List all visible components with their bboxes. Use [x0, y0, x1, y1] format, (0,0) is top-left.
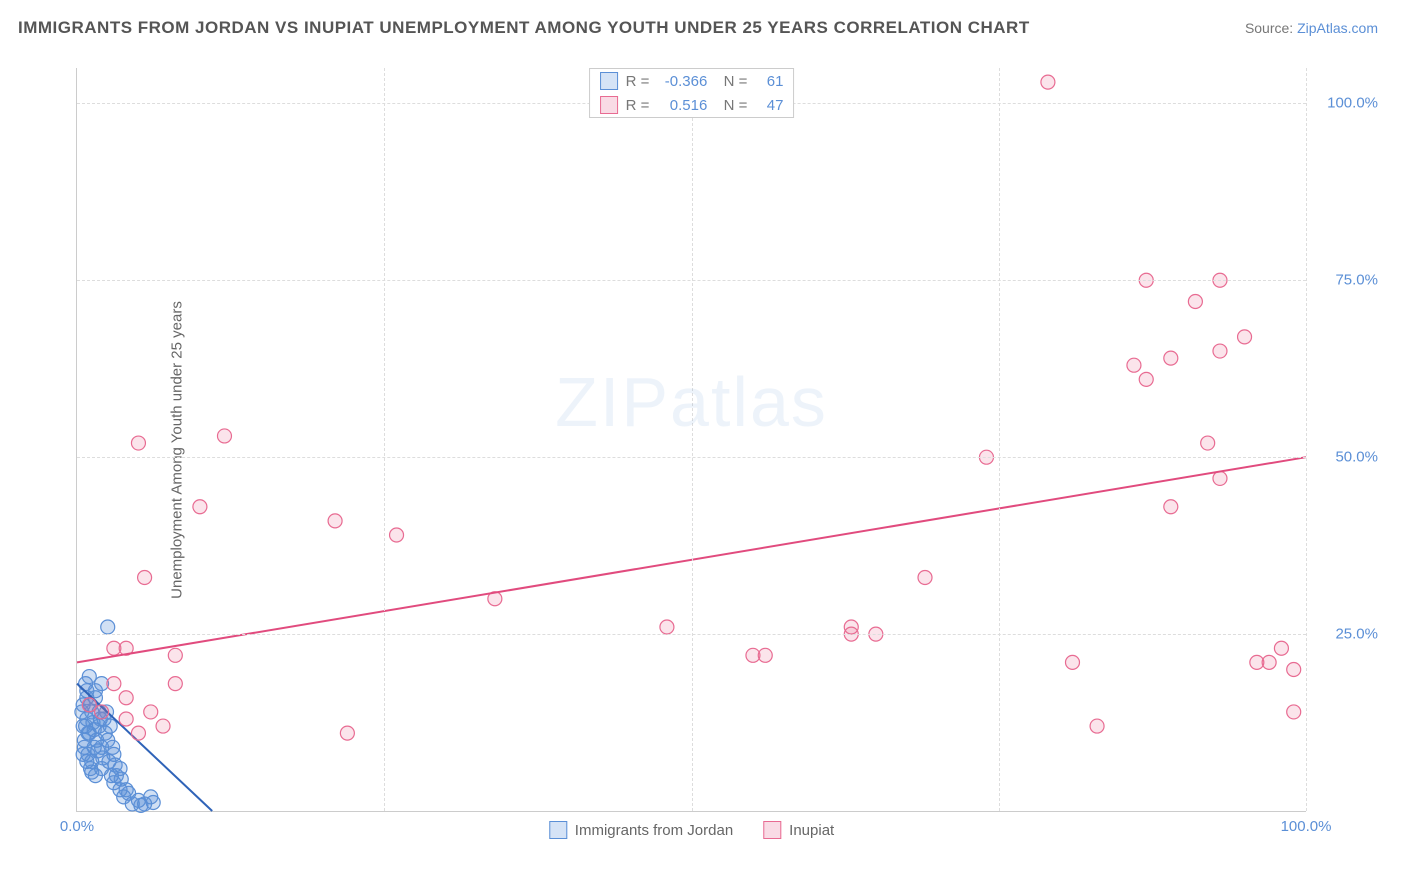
- scatter-point: [660, 620, 674, 634]
- source-label: Source:: [1245, 20, 1293, 36]
- scatter-point: [131, 726, 145, 740]
- scatter-point: [1164, 351, 1178, 365]
- scatter-point: [1127, 358, 1141, 372]
- scatter-point: [340, 726, 354, 740]
- legend-swatch: [763, 821, 781, 839]
- vgridline: [1306, 68, 1307, 811]
- scatter-point: [168, 677, 182, 691]
- legend-swatch: [600, 96, 618, 114]
- x-tick-100: 100.0%: [1281, 818, 1332, 835]
- scatter-point: [82, 698, 96, 712]
- scatter-point: [122, 786, 136, 800]
- legend-series-item: Inupiat: [763, 821, 834, 839]
- vgridline: [384, 68, 385, 811]
- legend-n-label: N =: [715, 97, 747, 114]
- scatter-point: [1201, 436, 1215, 450]
- legend-swatch: [549, 821, 567, 839]
- legend-n-value: 47: [755, 97, 783, 114]
- scatter-point: [91, 744, 105, 758]
- scatter-point: [119, 691, 133, 705]
- legend-n-label: N =: [715, 73, 747, 90]
- scatter-point: [758, 648, 772, 662]
- scatter-point: [918, 570, 932, 584]
- scatter-point: [101, 620, 115, 634]
- legend-stats-row: R = -0.366 N = 61: [590, 69, 794, 93]
- scatter-point: [1287, 705, 1301, 719]
- scatter-point: [1262, 655, 1276, 669]
- y-tick-label: 50.0%: [1335, 449, 1378, 466]
- series-legend: Immigrants from Jordan Inupiat: [549, 821, 834, 839]
- plot-area: ZIPatlas R =-0.366 N =61R =0.516 N =47 0…: [76, 68, 1306, 812]
- legend-r-value: 0.516: [657, 97, 707, 114]
- scatter-point: [390, 528, 404, 542]
- scatter-point: [146, 796, 160, 810]
- vgridline: [999, 68, 1000, 811]
- scatter-point: [1090, 719, 1104, 733]
- y-tick-label: 75.0%: [1335, 272, 1378, 289]
- y-tick-label: 100.0%: [1327, 95, 1378, 112]
- scatter-point: [144, 705, 158, 719]
- scatter-point: [108, 758, 122, 772]
- scatter-point: [1238, 330, 1252, 344]
- scatter-point: [1065, 655, 1079, 669]
- legend-series-label: Immigrants from Jordan: [575, 822, 733, 839]
- scatter-point: [1041, 75, 1055, 89]
- scatter-point: [107, 677, 121, 691]
- scatter-point: [114, 772, 128, 786]
- legend-n-value: 61: [755, 73, 783, 90]
- scatter-point: [103, 719, 117, 733]
- legend-series-label: Inupiat: [789, 822, 834, 839]
- scatter-point: [1139, 372, 1153, 386]
- scatter-point: [85, 765, 99, 779]
- legend-series-item: Immigrants from Jordan: [549, 821, 733, 839]
- scatter-point: [168, 648, 182, 662]
- vgridline: [692, 68, 693, 811]
- legend-r-label: R =: [626, 97, 650, 114]
- chart-container: Unemployment Among Youth under 25 years …: [40, 58, 1386, 842]
- page-title: IMMIGRANTS FROM JORDAN VS INUPIAT UNEMPL…: [18, 18, 1030, 38]
- scatter-point: [193, 500, 207, 514]
- scatter-point: [131, 436, 145, 450]
- scatter-point: [1287, 662, 1301, 676]
- scatter-point: [1213, 344, 1227, 358]
- legend-r-label: R =: [626, 73, 650, 90]
- scatter-point: [87, 723, 101, 737]
- scatter-point: [1274, 641, 1288, 655]
- scatter-point: [217, 429, 231, 443]
- correlation-legend: R = -0.366 N = 61 R = 0.516 N = 47: [589, 68, 795, 118]
- scatter-point: [1213, 471, 1227, 485]
- y-tick-label: 25.0%: [1335, 626, 1378, 643]
- source-link[interactable]: ZipAtlas.com: [1297, 20, 1378, 36]
- scatter-point: [1164, 500, 1178, 514]
- scatter-point: [95, 705, 109, 719]
- scatter-point: [134, 798, 148, 812]
- scatter-point: [119, 712, 133, 726]
- scatter-point: [106, 740, 120, 754]
- scatter-point: [328, 514, 342, 528]
- legend-r-value: -0.366: [657, 73, 707, 90]
- legend-stats-row: R = 0.516 N = 47: [590, 93, 794, 117]
- source-attribution: Source: ZipAtlas.com: [1245, 20, 1378, 36]
- x-tick-0: 0.0%: [60, 818, 94, 835]
- scatter-point: [156, 719, 170, 733]
- scatter-point: [138, 570, 152, 584]
- legend-swatch: [600, 72, 618, 90]
- scatter-point: [1188, 295, 1202, 309]
